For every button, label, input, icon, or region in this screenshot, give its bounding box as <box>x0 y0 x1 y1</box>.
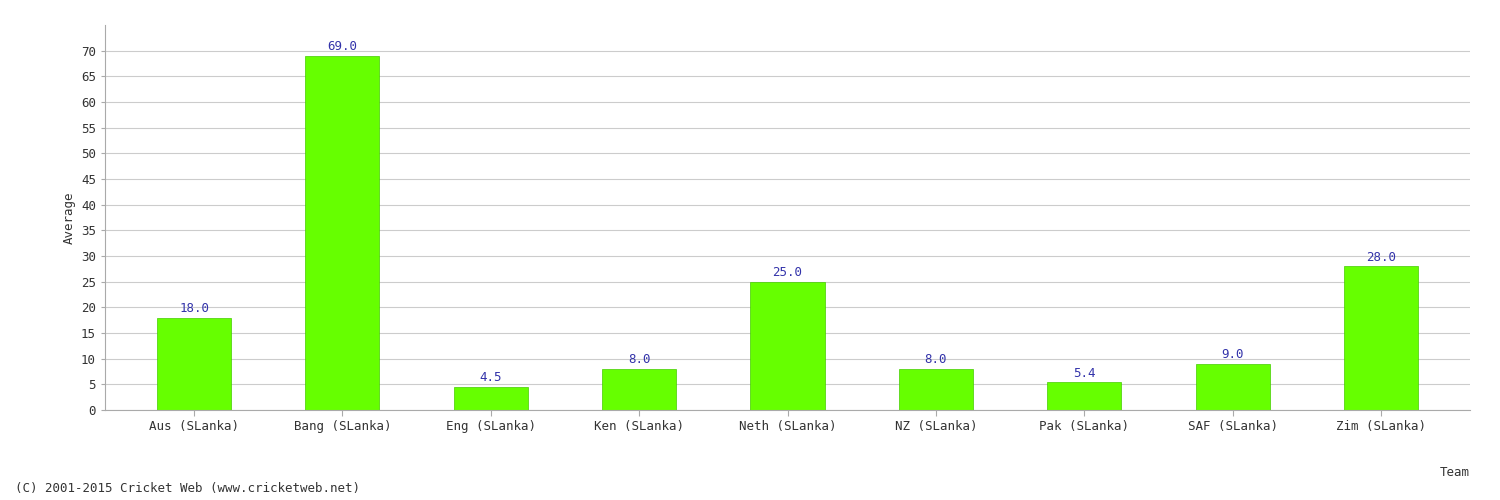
Text: 18.0: 18.0 <box>178 302 209 315</box>
Text: 25.0: 25.0 <box>772 266 802 279</box>
Y-axis label: Average: Average <box>63 191 75 244</box>
Text: 8.0: 8.0 <box>924 354 946 366</box>
Bar <box>602 369 676 410</box>
Bar <box>306 56 380 410</box>
Bar <box>1196 364 1269 410</box>
Text: 4.5: 4.5 <box>480 372 502 384</box>
Text: 69.0: 69.0 <box>327 40 357 53</box>
Text: 8.0: 8.0 <box>628 354 651 366</box>
Text: Team: Team <box>1440 466 1470 478</box>
Bar <box>750 282 825 410</box>
Text: 28.0: 28.0 <box>1366 250 1396 264</box>
Bar <box>453 387 528 410</box>
Bar <box>158 318 231 410</box>
Text: 5.4: 5.4 <box>1072 366 1095 380</box>
Bar <box>898 369 974 410</box>
Text: 9.0: 9.0 <box>1221 348 1244 361</box>
Bar <box>1047 382 1122 410</box>
Bar <box>1344 266 1418 410</box>
Text: (C) 2001-2015 Cricket Web (www.cricketweb.net): (C) 2001-2015 Cricket Web (www.cricketwe… <box>15 482 360 495</box>
